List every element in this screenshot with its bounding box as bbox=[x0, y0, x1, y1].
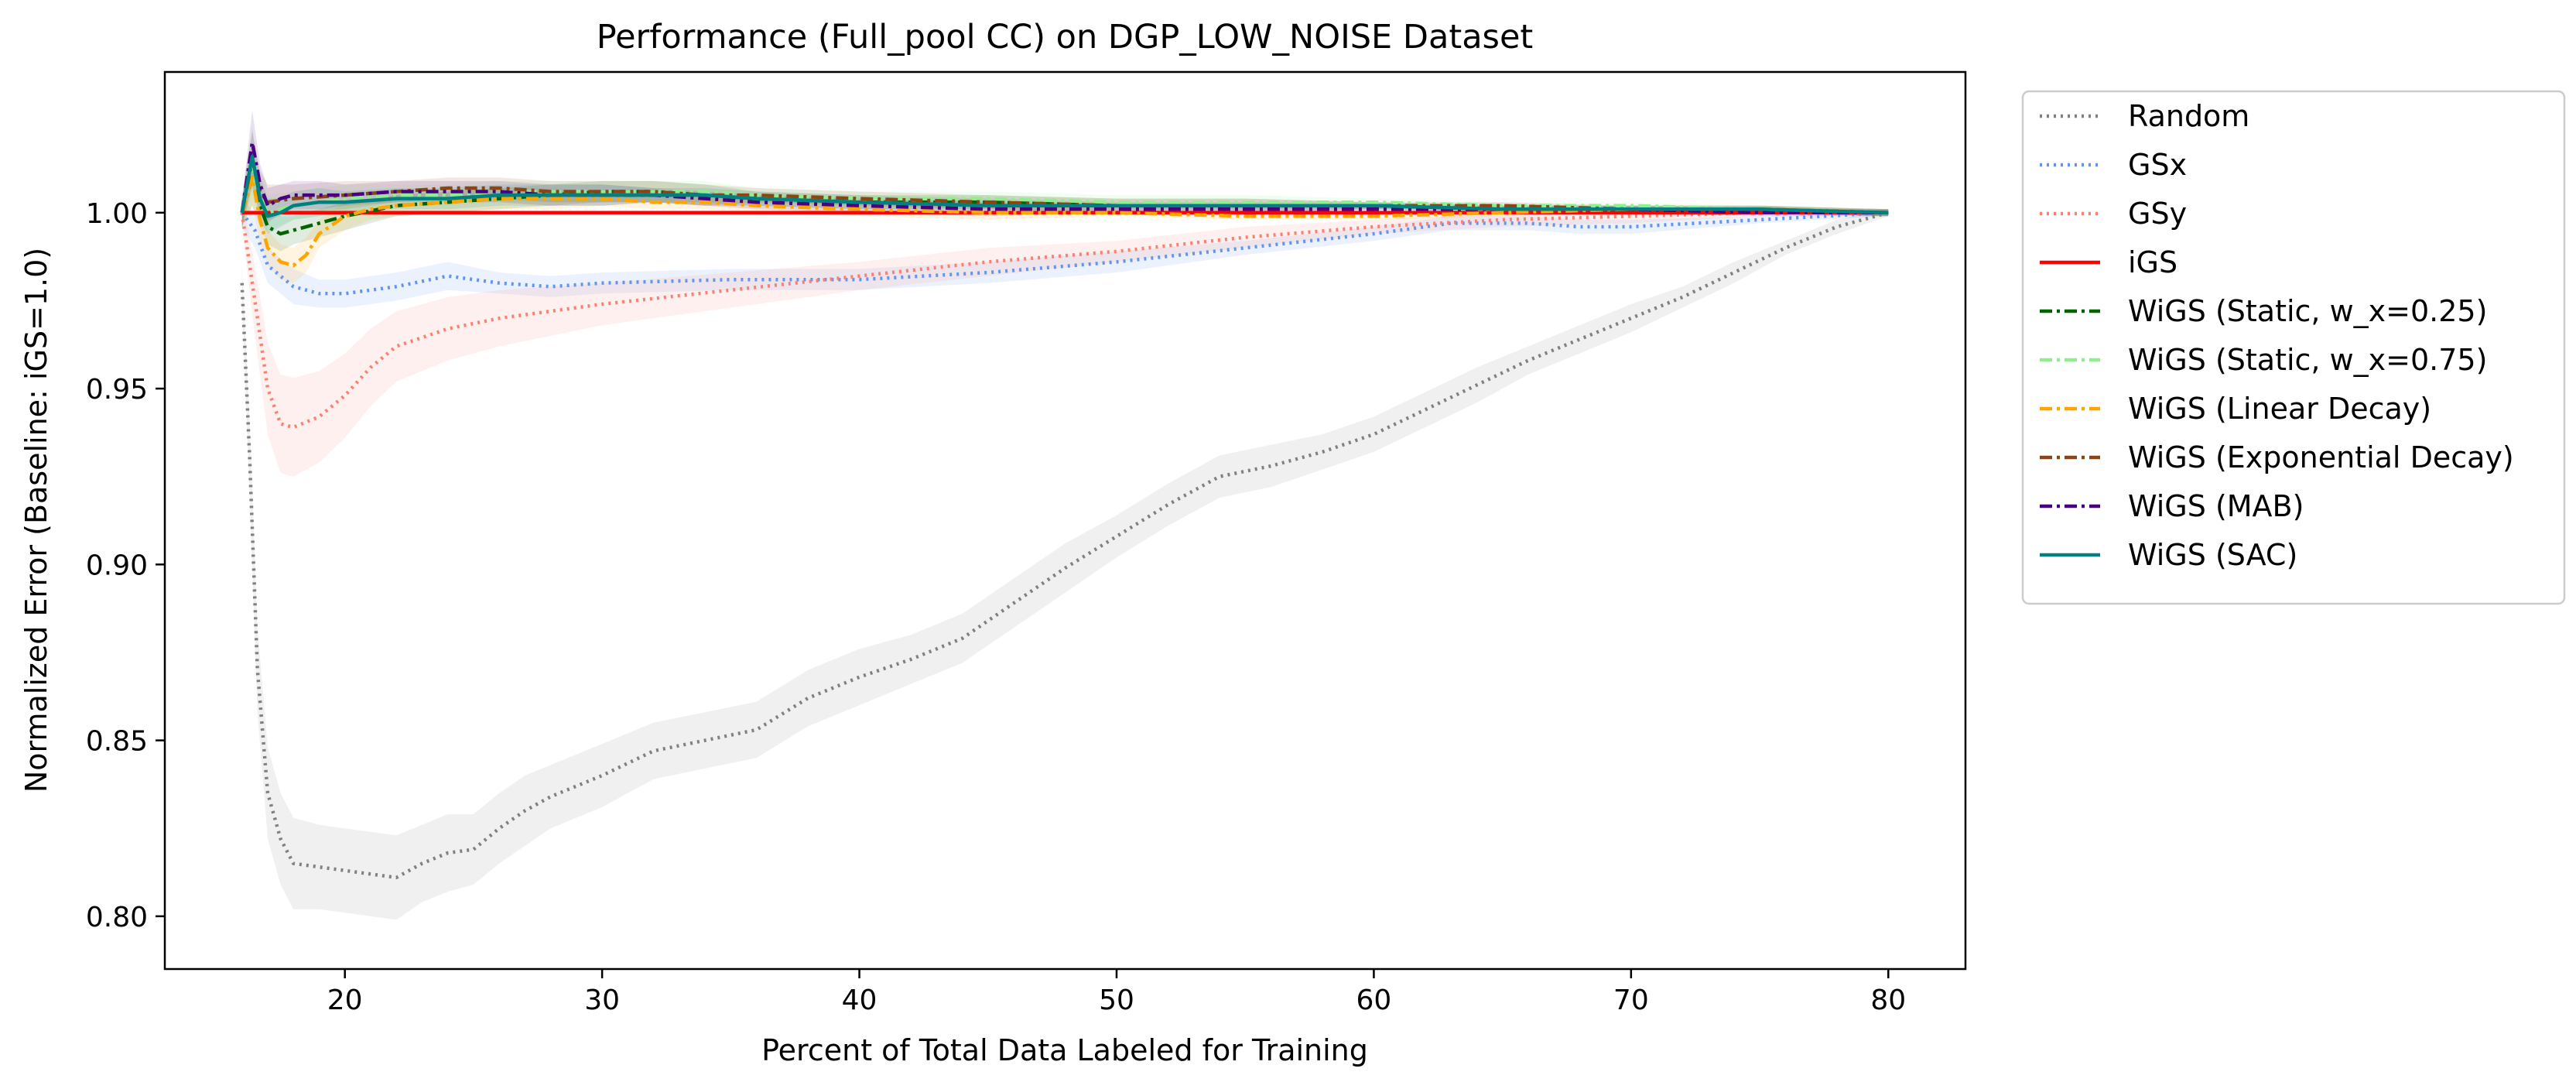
legend-label-gsx: GSx bbox=[2128, 148, 2187, 182]
y-tick-label: 0.95 bbox=[86, 374, 148, 406]
y-axis-label: Normalized Error (Baseline: iGS=1.0) bbox=[19, 248, 53, 793]
legend-box bbox=[2021, 90, 2566, 605]
legend-label-random: Random bbox=[2128, 99, 2249, 133]
series-line-wigs-static-w-x-0-75 bbox=[240, 169, 1889, 215]
y-tick-label: 0.90 bbox=[86, 550, 148, 581]
legend-label-wigs-exponential-decay: WiGS (Exponential Decay) bbox=[2128, 440, 2514, 474]
legend-label-wigs-mab: WiGS (MAB) bbox=[2128, 489, 2304, 523]
x-tick-label: 30 bbox=[584, 985, 620, 1016]
x-axis-label: Percent of Total Data Labeled for Traini… bbox=[761, 1033, 1368, 1067]
band-wigs-exponential-decay bbox=[241, 132, 1889, 227]
band-wigs-static-w-x-0-25 bbox=[241, 149, 1889, 252]
x-tick-label: 50 bbox=[1099, 985, 1134, 1016]
legend-label-wigs-sac: WiGS (SAC) bbox=[2128, 538, 2297, 572]
series-line-wigs-linear-decay bbox=[240, 176, 1889, 268]
x-tick-label: 70 bbox=[1613, 985, 1649, 1016]
x-tick-label: 40 bbox=[842, 985, 877, 1016]
band-wigs-linear-decay bbox=[241, 149, 1889, 283]
series-lines bbox=[240, 140, 1889, 880]
x-axis: 20 30 40 50 60 70 80 bbox=[327, 969, 1906, 1016]
legend-label-wigs-static-w-x-0-75: WiGS (Static, w_x=0.75) bbox=[2128, 343, 2487, 377]
y-tick-label: 0.80 bbox=[86, 902, 148, 933]
band-gsx bbox=[241, 198, 1889, 308]
chart-title: Performance (Full_pool CC) on DGP_LOW_NO… bbox=[597, 18, 1534, 57]
series-line-wigs-sac bbox=[240, 154, 1889, 218]
band-gsy bbox=[241, 198, 1889, 477]
y-tick-label: 0.85 bbox=[86, 726, 148, 758]
y-tick-label: 1.00 bbox=[86, 198, 148, 230]
x-tick-label: 80 bbox=[1870, 985, 1906, 1016]
plot-area bbox=[163, 70, 1967, 971]
legend: Random GSx GSy iGS WiGS (Static, w_x=0.25) Wi… bbox=[2021, 90, 2566, 605]
legend-label-igs: iGS bbox=[2128, 245, 2177, 279]
y-axis: 0.80 0.85 0.90 0.95 1.00 bbox=[86, 198, 165, 933]
series-line-gsy bbox=[240, 211, 1889, 430]
x-tick-label: 60 bbox=[1356, 985, 1392, 1016]
legend-label-gsy: GSy bbox=[2128, 197, 2187, 231]
legend-label-wigs-linear-decay: WiGS (Linear Decay) bbox=[2128, 392, 2431, 426]
legend-label-wigs-static-w-x-0-25: WiGS (Static, w_x=0.25) bbox=[2128, 294, 2487, 328]
x-tick-label: 20 bbox=[327, 985, 363, 1016]
band-wigs-mab bbox=[241, 111, 1889, 227]
